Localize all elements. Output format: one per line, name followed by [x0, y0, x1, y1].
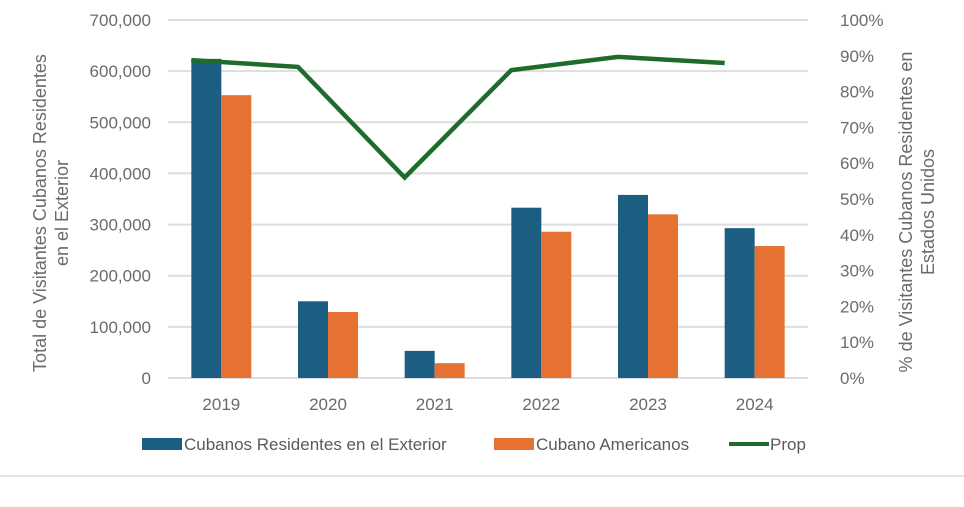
gridlines — [168, 19, 808, 379]
right-axis-title-line: Estados Unidos — [918, 149, 938, 275]
right-axis-ticks: 0% 10% 20% 30% 40% 50% 60% 70% 80% 90% 100% — [840, 11, 883, 388]
y2-tick-label: 50% — [840, 190, 874, 209]
y2-tick-label: 100% — [840, 11, 883, 30]
left-axis-title: Total de Visitantes Cubanos Residentes en… — [30, 54, 72, 372]
y-tick-label: 200,000 — [90, 267, 151, 286]
bar-residentes-exterior — [298, 301, 328, 378]
legend-label: Prop — [770, 435, 806, 454]
legend: Cubanos Residentes en el Exterior Cubano … — [142, 435, 806, 454]
bar-cubano-americanos — [541, 231, 572, 378]
left-axis-title-line: en el Exterior — [52, 160, 72, 266]
bottom-divider — [0, 475, 964, 477]
y2-tick-label: 60% — [840, 154, 874, 173]
y-tick-label: 300,000 — [90, 216, 151, 235]
left-axis-ticks: 0 100,000 200,000 300,000 400,000 500,000 600,… — [90, 11, 151, 388]
bars — [191, 58, 785, 379]
x-tick-label: 2021 — [416, 395, 454, 414]
legend-swatch-americanos — [494, 438, 534, 450]
y2-tick-label: 20% — [840, 297, 874, 316]
x-axis-ticks: 2019 2020 2021 2022 2023 2024 — [202, 395, 773, 414]
prop-line-group — [191, 54, 725, 181]
y2-tick-label: 40% — [840, 226, 874, 245]
y-tick-label: 600,000 — [90, 62, 151, 81]
bar-cubano-americanos — [328, 312, 358, 378]
x-tick-label: 2020 — [309, 395, 347, 414]
bar-residentes-exterior — [191, 58, 222, 379]
legend-label: Cubano Americanos — [536, 435, 689, 454]
bar-residentes-exterior — [404, 350, 435, 378]
y2-tick-label: 0% — [840, 369, 865, 388]
y2-tick-label: 80% — [840, 83, 874, 102]
legend-label: Cubanos Residentes en el Exterior — [184, 435, 447, 454]
x-tick-label: 2023 — [629, 395, 667, 414]
right-axis-title-line: % de Visitantes Cubanos Residentes en — [896, 52, 916, 373]
right-axis-title: % de Visitantes Cubanos Residentes en Est… — [896, 52, 938, 373]
bar-cubano-americanos — [434, 363, 465, 378]
y-tick-label: 100,000 — [90, 318, 151, 337]
prop-line — [191, 54, 725, 181]
bar-residentes-exterior — [511, 207, 542, 378]
y2-tick-label: 90% — [840, 47, 874, 66]
x-tick-label: 2024 — [736, 395, 774, 414]
y-tick-label: 700,000 — [90, 11, 151, 30]
bar-residentes-exterior — [618, 194, 648, 378]
left-axis-title-line: Total de Visitantes Cubanos Residentes — [30, 54, 50, 372]
bar-residentes-exterior — [724, 228, 755, 378]
x-tick-label: 2019 — [202, 395, 240, 414]
y2-tick-label: 30% — [840, 262, 874, 281]
right-axis-title-text: % de Visitantes Cubanos Residentes en Est… — [896, 52, 938, 373]
bar-cubano-americanos — [754, 246, 785, 378]
bar-cubano-americanos — [221, 95, 252, 379]
y2-tick-label: 70% — [840, 118, 874, 137]
left-axis-title-text: Total de Visitantes Cubanos Residentes en… — [30, 54, 72, 372]
legend-swatch-residentes — [142, 438, 182, 450]
y2-tick-label: 10% — [840, 333, 874, 352]
y-tick-label: 0 — [142, 369, 151, 388]
y-tick-label: 500,000 — [90, 113, 151, 132]
x-tick-label: 2022 — [522, 395, 560, 414]
bar-cubano-americanos — [648, 214, 678, 378]
y-tick-label: 400,000 — [90, 164, 151, 183]
